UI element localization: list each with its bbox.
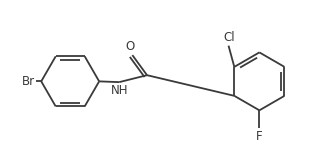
Text: NH: NH [110, 84, 128, 97]
Text: Br: Br [22, 75, 35, 88]
Text: F: F [256, 130, 263, 143]
Text: O: O [126, 40, 135, 53]
Text: Cl: Cl [224, 31, 235, 44]
